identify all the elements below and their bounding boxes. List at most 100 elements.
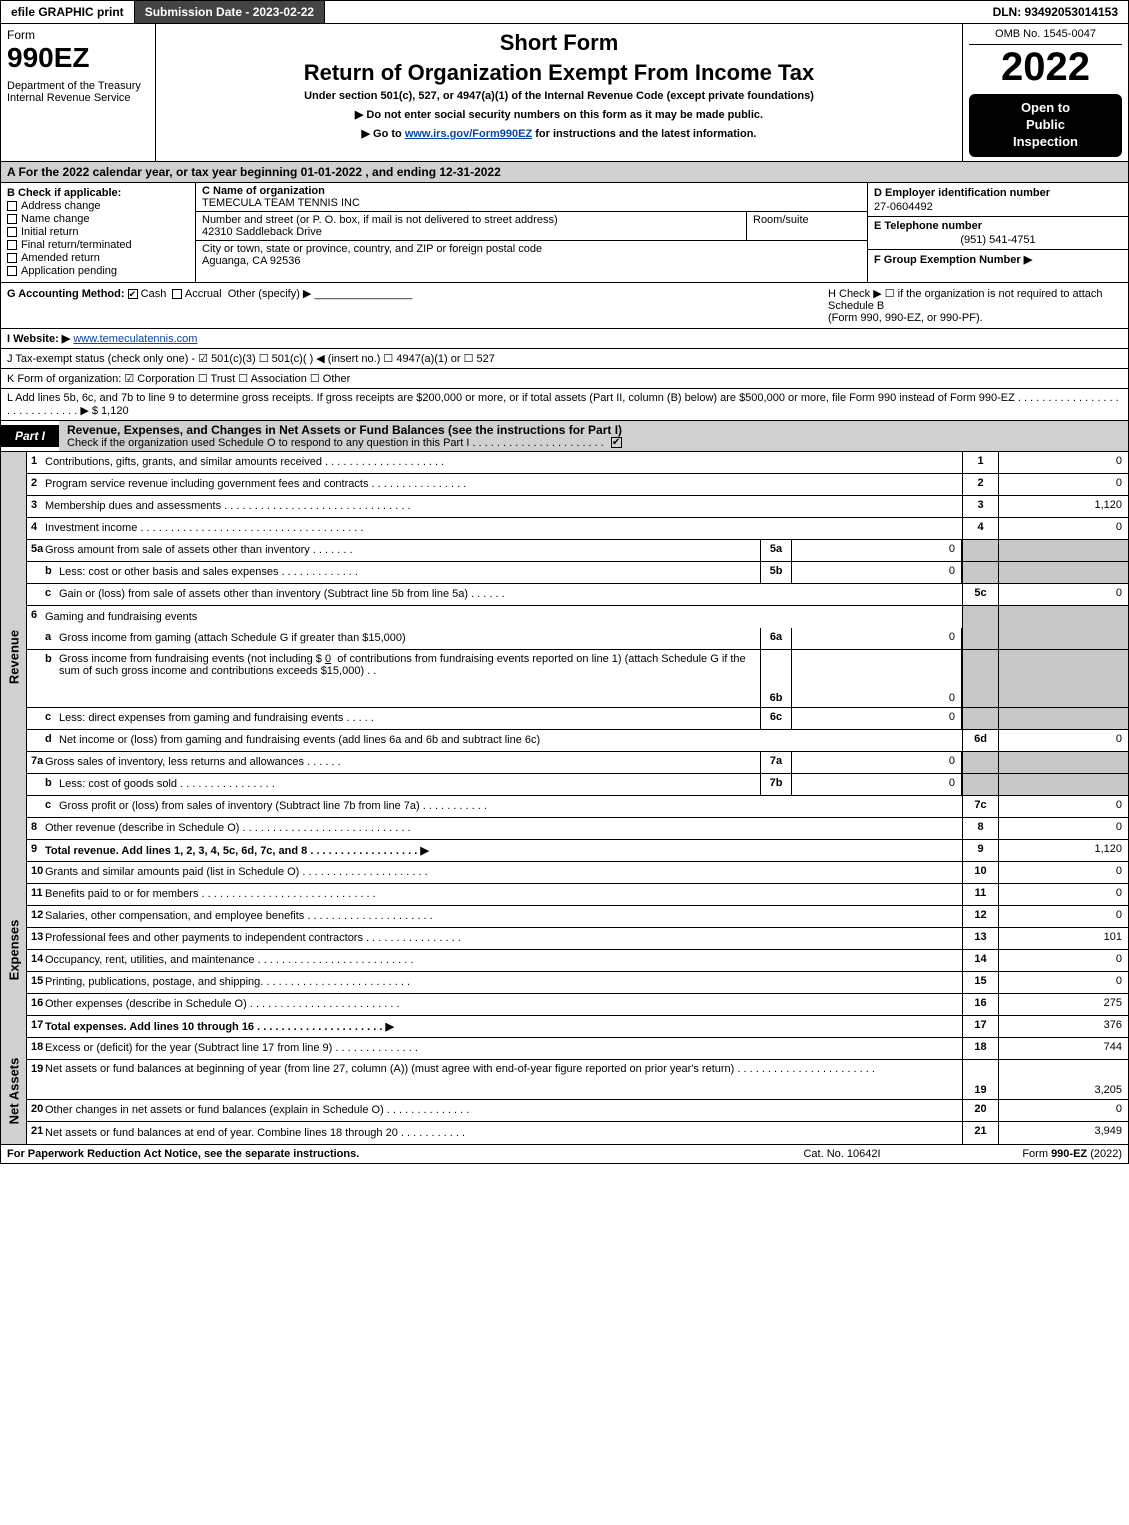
line-6: 6 Gaming and fundraising events [1, 606, 1128, 628]
spacer [325, 1, 982, 23]
line-15: 15 Printing, publications, postage, and … [1, 972, 1128, 994]
cb-final-return[interactable]: Final return/terminated [7, 239, 189, 251]
org-name-value: TEMECULA TEAM TENNIS INC [202, 197, 360, 209]
form-number: 990EZ [7, 42, 149, 74]
part-i-title: Revenue, Expenses, and Changes in Net As… [67, 423, 622, 437]
line-a-text: A For the 2022 calendar year, or tax yea… [1, 162, 507, 182]
group-exemption-label: F Group Exemption Number ▶ [874, 254, 1032, 266]
cb-cash[interactable] [128, 289, 138, 299]
main-title: Return of Organization Exempt From Incom… [164, 60, 954, 86]
instructions-note: ▶ Go to www.irs.gov/Form990EZ for instru… [164, 127, 954, 140]
header-left: Form 990EZ Department of the Treasury In… [1, 24, 156, 161]
short-form-title: Short Form [164, 30, 954, 56]
line-7a: 7a Gross sales of inventory, less return… [1, 752, 1128, 774]
line-6a: a Gross income from gaming (attach Sched… [1, 628, 1128, 650]
line-12: 12 Salaries, other compensation, and emp… [1, 906, 1128, 928]
cb-initial-return[interactable]: Initial return [7, 226, 189, 238]
section-d: D Employer identification number 27-0604… [868, 183, 1128, 282]
line-5a: 5a Gross amount from sale of assets othe… [1, 540, 1128, 562]
cat-number: Cat. No. 10642I [742, 1148, 942, 1160]
line-3: 3 Membership dues and assessments . . . … [1, 496, 1128, 518]
footer-row: For Paperwork Reduction Act Notice, see … [0, 1145, 1129, 1164]
dln-label: DLN: 93492053014153 [983, 1, 1128, 23]
cb-application-pending[interactable]: Application pending [7, 265, 189, 277]
line-1: 1 Contributions, gifts, grants, and simi… [1, 452, 1128, 474]
expenses-sidebar: Expenses [1, 862, 27, 1038]
line-19: 19 Net assets or fund balances at beginn… [1, 1060, 1128, 1100]
section-b: B Check if applicable: Address change Na… [1, 183, 196, 282]
line-9: 9 Total revenue. Add lines 1, 2, 3, 4, 5… [1, 840, 1128, 862]
line-18: 18 Excess or (deficit) for the year (Sub… [1, 1038, 1128, 1060]
line-6d: d Net income or (loss) from gaming and f… [1, 730, 1128, 752]
line-6b: b Gross income from fundraising events (… [1, 650, 1128, 708]
line-5c: c Gain or (loss) from sale of assets oth… [1, 584, 1128, 606]
line-k: K Form of organization: ☑ Corporation ☐ … [0, 369, 1129, 389]
line-20: 20 Other changes in net assets or fund b… [1, 1100, 1128, 1122]
part-i-schedule-o-checkbox[interactable] [611, 437, 622, 448]
line-4: 4 Investment income . . . . . . . . . . … [1, 518, 1128, 540]
line-17: 17 Total expenses. Add lines 10 through … [1, 1016, 1128, 1038]
line-h: H Check ▶ ☐ if the organization is not r… [822, 287, 1122, 324]
open-to-public-badge: Open to Public Inspection [969, 94, 1122, 157]
section-b-title: B Check if applicable: [7, 187, 189, 199]
net-assets-sidebar: Net Assets [1, 1038, 27, 1144]
line-16: 16 Other expenses (describe in Schedule … [1, 994, 1128, 1016]
line-g-h: G Accounting Method: Cash Accrual Other … [1, 283, 1128, 328]
open-line-1: Open to [973, 100, 1118, 117]
form-label: Form [7, 28, 149, 42]
line-5b: b Less: cost or other basis and sales ex… [1, 562, 1128, 584]
cb-name-change[interactable]: Name change [7, 213, 189, 225]
line-10: 10 Grants and similar amounts paid (list… [1, 862, 1128, 884]
part-i-header: Part I Revenue, Expenses, and Changes in… [0, 421, 1129, 452]
website-link[interactable]: www.temeculatennis.com [73, 333, 197, 345]
irs-link[interactable]: www.irs.gov/Form990EZ [405, 128, 532, 140]
line-l: L Add lines 5b, 6c, and 7b to line 9 to … [0, 389, 1129, 421]
expenses-section: Expenses 10 Grants and similar amounts p… [0, 862, 1129, 1038]
part-i-badge: Part I [1, 425, 59, 447]
tel-label: E Telephone number [874, 220, 982, 232]
form-header: Form 990EZ Department of the Treasury In… [0, 24, 1129, 162]
net-assets-section: Net Assets 18 Excess or (deficit) for th… [0, 1038, 1129, 1145]
footer-form-ref: Form 990-EZ (2022) [942, 1148, 1122, 1160]
footer-left: For Paperwork Reduction Act Notice, see … [7, 1148, 742, 1160]
omb-number: OMB No. 1545-0047 [969, 28, 1122, 45]
open-line-3: Inspection [973, 134, 1118, 151]
street-value: 42310 Saddleback Drive [202, 226, 322, 238]
ein-value: 27-0604492 [874, 201, 1122, 213]
line-6c: c Less: direct expenses from gaming and … [1, 708, 1128, 730]
header-right: OMB No. 1545-0047 2022 Open to Public In… [963, 24, 1128, 161]
section-bcd: B Check if applicable: Address change Na… [0, 183, 1129, 283]
line-13: 13 Professional fees and other payments … [1, 928, 1128, 950]
tax-year: 2022 [969, 45, 1122, 90]
submission-date-badge: Submission Date - 2023-02-22 [135, 1, 325, 23]
section-c: C Name of organization TEMECULA TEAM TEN… [196, 183, 868, 282]
open-line-2: Public [973, 117, 1118, 134]
line-a-row: A For the 2022 calendar year, or tax yea… [0, 162, 1129, 183]
part-i-title-block: Revenue, Expenses, and Changes in Net As… [59, 421, 1128, 451]
cb-accrual[interactable] [172, 289, 182, 299]
line-11: 11 Benefits paid to or for members . . .… [1, 884, 1128, 906]
org-name-label: C Name of organization [202, 185, 325, 197]
line-14: 14 Occupancy, rent, utilities, and maint… [1, 950, 1128, 972]
header-center: Short Form Return of Organization Exempt… [156, 24, 963, 161]
irs-label: Internal Revenue Service [7, 92, 149, 104]
city-label: City or town, state or province, country… [202, 243, 542, 255]
line-j: J Tax-exempt status (check only one) - ☑… [0, 349, 1129, 369]
ssn-note: ▶ Do not enter social security numbers o… [164, 108, 954, 121]
revenue-sidebar: Revenue [1, 452, 27, 862]
top-bar: efile GRAPHIC print Submission Date - 20… [0, 0, 1129, 24]
line-7c: c Gross profit or (loss) from sales of i… [1, 796, 1128, 818]
line-g: G Accounting Method: Cash Accrual Other … [7, 287, 822, 324]
city-value: Aguanga, CA 92536 [202, 255, 300, 267]
tel-value: (951) 541-4751 [874, 234, 1122, 246]
line-i: I Website: ▶ www.temeculatennis.com [0, 329, 1129, 349]
line-2: 2 Program service revenue including gove… [1, 474, 1128, 496]
dept-label: Department of the Treasury [7, 80, 149, 92]
line-7b: b Less: cost of goods sold . . . . . . .… [1, 774, 1128, 796]
revenue-section: Revenue 1 Contributions, gifts, grants, … [0, 452, 1129, 862]
efile-print-button[interactable]: efile GRAPHIC print [1, 1, 135, 23]
cb-amended-return[interactable]: Amended return [7, 252, 189, 264]
cb-address-change[interactable]: Address change [7, 200, 189, 212]
line-8: 8 Other revenue (describe in Schedule O)… [1, 818, 1128, 840]
street-label: Number and street (or P. O. box, if mail… [202, 214, 558, 226]
